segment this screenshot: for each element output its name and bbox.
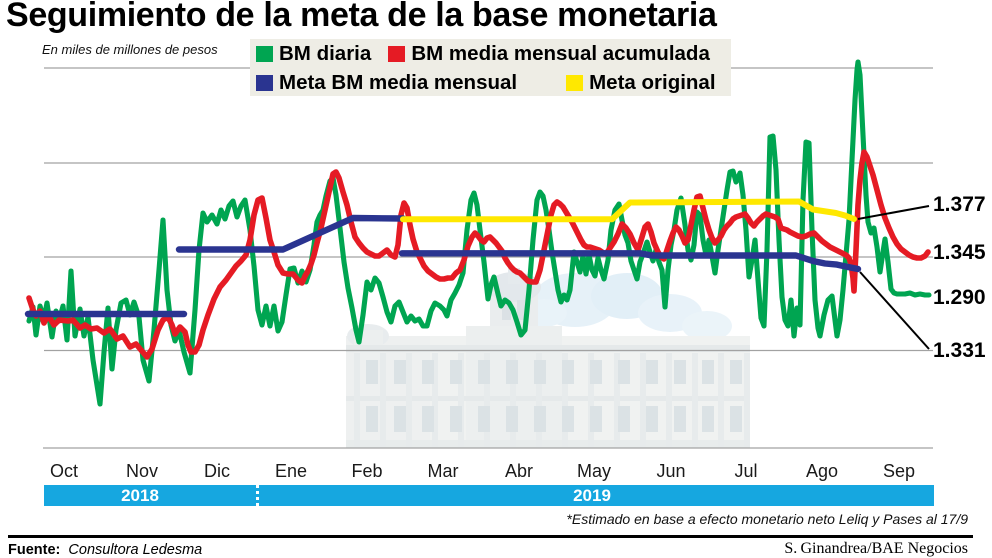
svg-text:1.331: 1.331	[933, 339, 986, 362]
svg-text:1.377: 1.377	[933, 193, 986, 216]
svg-text:1.345: 1.345	[933, 241, 986, 264]
svg-text:1.290: 1.290	[933, 286, 986, 309]
